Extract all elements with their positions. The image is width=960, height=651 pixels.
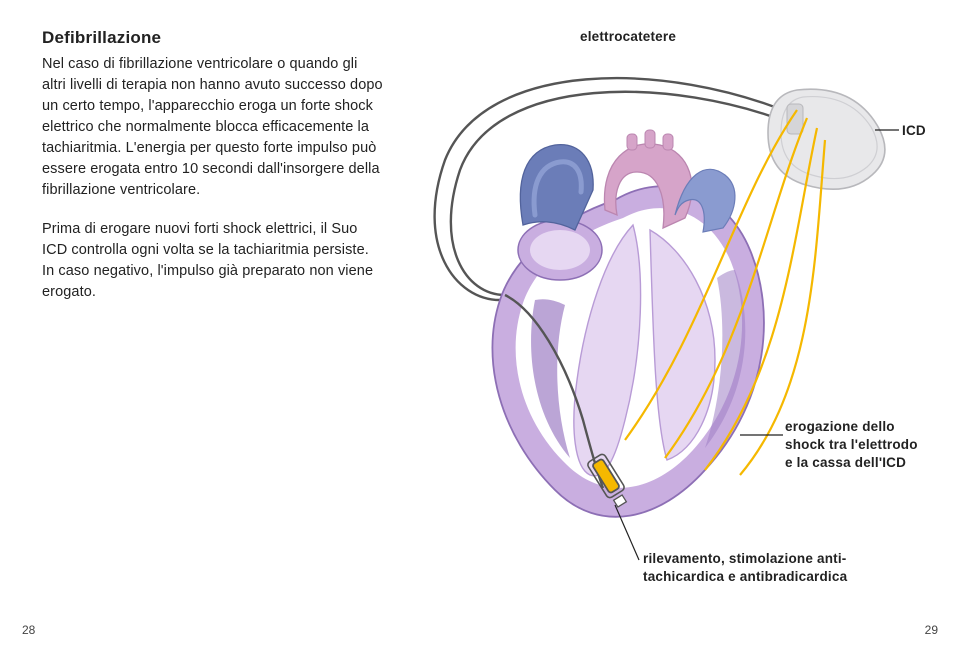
paragraph-2: Prima di erogare nuovi forti shock elett…	[42, 219, 385, 303]
text-column: Defibrillazione Nel caso di fibrillazion…	[0, 0, 405, 651]
heart	[492, 110, 825, 517]
page-number-right: 29	[925, 623, 938, 637]
heart-diagram	[405, 0, 960, 620]
paragraph-1: Nel caso di fibrillazione ventricolare o…	[42, 54, 385, 201]
figure-column: elettrocatetere ICD erogazione dello sho…	[405, 0, 960, 651]
page-number-left: 28	[22, 623, 35, 637]
section-title: Defibrillazione	[42, 28, 385, 48]
page-spread: Defibrillazione Nel caso di fibrillazion…	[0, 0, 960, 651]
